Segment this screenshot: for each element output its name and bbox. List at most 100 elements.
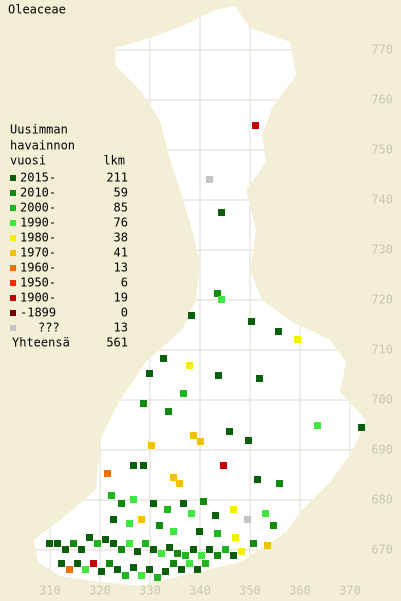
legend-swatch: [10, 265, 16, 271]
observation-square: [150, 500, 157, 507]
observation-square: [198, 552, 205, 559]
observation-square: [214, 552, 221, 559]
legend-count: 13: [114, 261, 128, 275]
observation-square: [196, 528, 203, 535]
observation-square: [156, 522, 163, 529]
total-count: 561: [106, 336, 128, 350]
y-tick-label: 770: [371, 43, 393, 57]
observation-square: [294, 336, 301, 343]
observation-square: [174, 550, 181, 557]
observation-square: [206, 176, 213, 183]
observation-square: [165, 408, 172, 415]
observation-square: [264, 542, 271, 549]
observation-square: [138, 516, 145, 523]
observation-square: [188, 510, 195, 517]
observation-square: [188, 312, 195, 319]
x-tick-label: 360: [289, 584, 311, 598]
observation-square: [94, 540, 101, 547]
y-tick-label: 680: [371, 493, 393, 507]
observation-square: [140, 400, 147, 407]
observation-square: [164, 506, 171, 513]
observation-square: [106, 560, 113, 567]
observation-square: [160, 355, 167, 362]
observation-square: [140, 462, 147, 469]
observation-square: [215, 372, 222, 379]
legend-label: 1900-: [20, 291, 56, 305]
y-tick-label: 750: [371, 143, 393, 157]
observation-square: [250, 540, 257, 547]
observation-square: [252, 122, 259, 129]
observation-square: [118, 500, 125, 507]
legend-count: 59: [114, 186, 128, 200]
y-tick-label: 710: [371, 343, 393, 357]
legend-label: ???: [38, 321, 60, 335]
x-tick-label: 340: [189, 584, 211, 598]
x-tick-label: 330: [139, 584, 161, 598]
legend-label: 1960-: [20, 261, 56, 275]
observation-square: [66, 566, 73, 573]
observation-square: [74, 560, 81, 567]
observation-square: [102, 536, 109, 543]
observation-square: [134, 548, 141, 555]
legend-label: 1950-: [20, 276, 56, 290]
legend-count: 76: [114, 216, 128, 230]
observation-square: [122, 572, 129, 579]
legend-label: 1980-: [20, 231, 56, 245]
observation-square: [86, 534, 93, 541]
observation-square: [232, 534, 239, 541]
observation-square: [176, 480, 183, 487]
observation-square: [190, 546, 197, 553]
observation-square: [186, 560, 193, 567]
observation-square: [162, 568, 169, 575]
observation-square: [220, 462, 227, 469]
observation-square: [214, 290, 221, 297]
observation-square: [118, 546, 125, 553]
observation-square: [130, 496, 137, 503]
legend-swatch: [10, 190, 16, 196]
observation-square: [218, 209, 225, 216]
legend-swatch: [10, 295, 16, 301]
observation-square: [148, 442, 155, 449]
legend-swatch: [10, 280, 16, 286]
legend-label: 2015-: [20, 171, 56, 185]
observation-square: [190, 432, 197, 439]
legend-heading: Uusimman: [10, 123, 68, 137]
observation-square: [262, 510, 269, 517]
observation-square: [62, 546, 69, 553]
observation-square: [254, 476, 261, 483]
observation-square: [114, 566, 121, 573]
observation-square: [230, 506, 237, 513]
observation-square: [146, 370, 153, 377]
observation-square: [126, 540, 133, 547]
y-tick-label: 730: [371, 243, 393, 257]
legend-swatch: [10, 250, 16, 256]
observation-square: [146, 566, 153, 573]
observations: [46, 122, 365, 581]
observation-square: [170, 560, 177, 567]
legend-count: 38: [114, 231, 128, 245]
observation-square: [142, 540, 149, 547]
legend-swatch: [10, 205, 16, 211]
observation-square: [182, 552, 189, 559]
observation-square: [245, 437, 252, 444]
legend-label: 2010-: [20, 186, 56, 200]
x-tick-label: 310: [39, 584, 61, 598]
observation-square: [158, 550, 165, 557]
title: Oleaceae: [8, 3, 66, 17]
observation-square: [170, 528, 177, 535]
observation-square: [166, 544, 173, 551]
legend-label: -1899: [20, 306, 56, 320]
observation-square: [218, 296, 225, 303]
observation-square: [78, 546, 85, 553]
x-tick-label: 350: [239, 584, 261, 598]
observation-square: [212, 512, 219, 519]
observation-square: [126, 520, 133, 527]
observation-square: [275, 328, 282, 335]
observation-square: [70, 540, 77, 547]
legend-label: 1970-: [20, 246, 56, 260]
observation-square: [150, 546, 157, 553]
legend-swatch: [10, 310, 16, 316]
observation-square: [194, 566, 201, 573]
observation-square: [170, 474, 177, 481]
y-tick-label: 740: [371, 193, 393, 207]
